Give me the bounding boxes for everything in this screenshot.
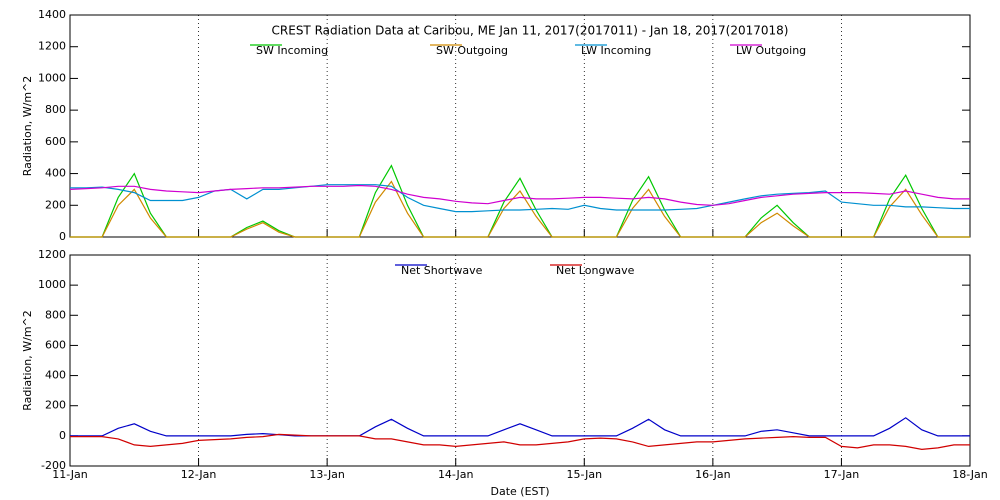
y-tick-label: 800 <box>45 103 66 116</box>
y-tick-label: 1200 <box>38 248 66 261</box>
data-line <box>70 184 970 213</box>
data-line <box>69 184 970 206</box>
y-axis-label: Radiation, W/m^2 <box>21 310 34 411</box>
x-tick-label: 16-Jan <box>695 468 731 481</box>
y-tick-label: 600 <box>45 338 66 351</box>
y-tick-label: 1200 <box>38 40 66 53</box>
y-tick-label: 400 <box>45 369 66 382</box>
y-tick-label: 600 <box>45 135 66 148</box>
data-line <box>70 164 970 238</box>
legend-label: Net Longwave <box>556 264 635 277</box>
y-tick-label: 400 <box>45 167 66 180</box>
legend-label: SW Incoming <box>256 44 328 57</box>
y-tick-label: 1000 <box>38 71 66 84</box>
legend-label: Net Shortwave <box>401 264 483 277</box>
data-line <box>70 417 970 437</box>
y-tick-label: 1400 <box>38 8 66 21</box>
x-tick-label: 15-Jan <box>567 468 603 481</box>
x-axis-label: Date (EST) <box>490 485 549 498</box>
x-tick-label: 14-Jan <box>438 468 474 481</box>
x-tick-label: 12-Jan <box>181 468 217 481</box>
x-tick-label: 17-Jan <box>824 468 860 481</box>
x-tick-label: 18-Jan <box>952 468 988 481</box>
y-tick-label: 200 <box>45 399 66 412</box>
y-axis-label: Radiation, W/m^2 <box>21 76 34 177</box>
chart-title: CREST Radiation Data at Caribou, ME Jan … <box>272 24 789 38</box>
x-tick-label: 11-Jan <box>52 468 88 481</box>
legend-label: LW Incoming <box>581 44 651 57</box>
y-tick-label: 0 <box>59 230 66 243</box>
x-tick-label: 13-Jan <box>309 468 345 481</box>
legend-label: SW Outgoing <box>436 44 508 57</box>
data-line <box>70 433 970 451</box>
plot-frame <box>69 254 971 467</box>
y-tick-label: 1000 <box>38 278 66 291</box>
y-tick-label: 0 <box>59 429 66 442</box>
y-tick-label: -200 <box>41 459 66 472</box>
y-tick-label: 800 <box>45 308 66 321</box>
plot-frame <box>69 14 971 238</box>
y-tick-label: 200 <box>45 198 66 211</box>
legend-label: LW Outgoing <box>736 44 806 57</box>
data-line <box>70 180 970 238</box>
